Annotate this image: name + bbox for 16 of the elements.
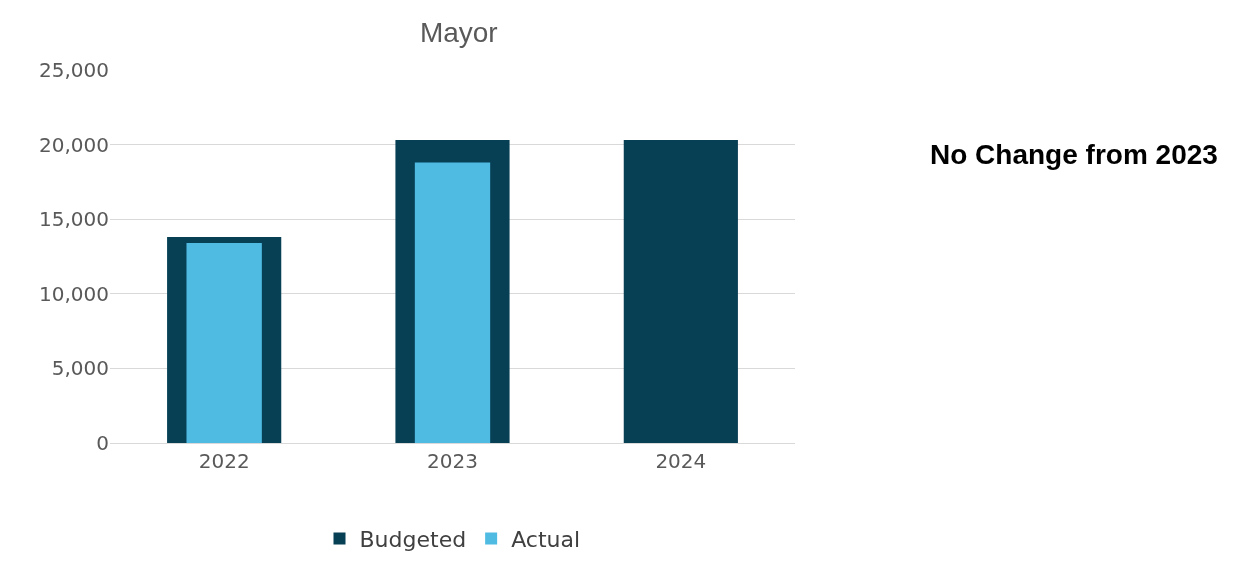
text: No Change from 2023 [930,139,1218,170]
y-tick-label: 25,000 [39,58,109,82]
y-tick-label: 20,000 [39,132,109,157]
x-tick-label: 2024 [655,449,707,473]
y-tick-label: 10,000 [39,281,109,306]
legend-label: Budgeted [359,526,467,552]
bar [186,243,262,443]
x-tick-label: 2022 [198,449,250,473]
y-tick-label: 0 [96,431,109,455]
bar [623,140,738,443]
chart-title: Mayor [419,17,498,49]
legend-label: Actual [511,526,581,552]
x-tick-label: 2023 [427,449,478,473]
bar [414,162,491,443]
y-tick-label: 5,000 [51,356,109,381]
y-tick-label: 15,000 [39,207,109,232]
